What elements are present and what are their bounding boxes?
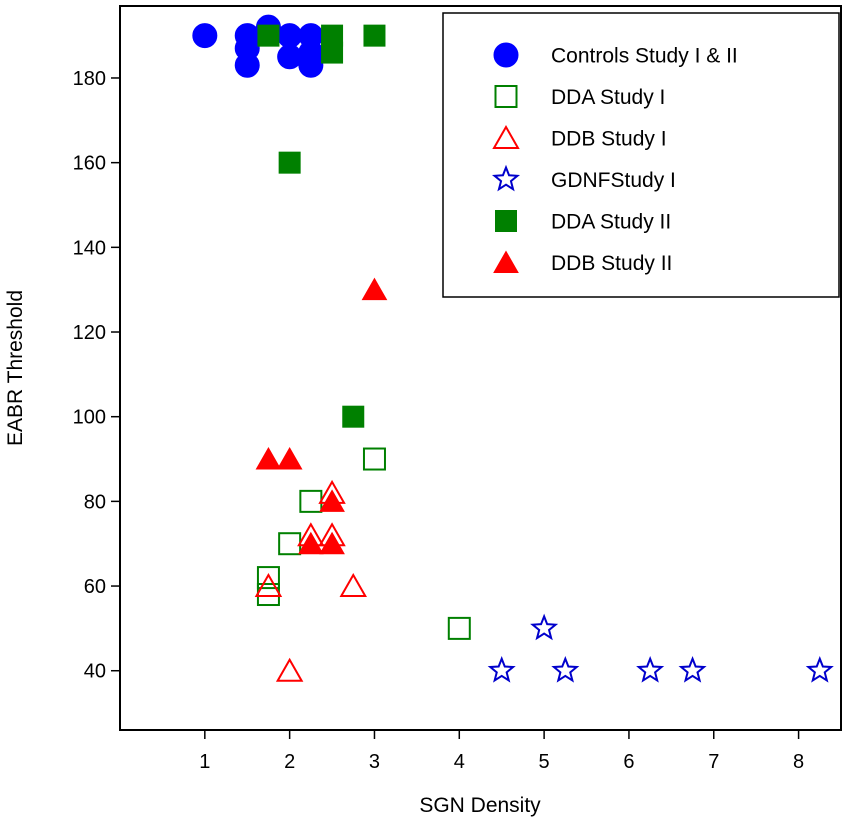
x-tick-label: 7 — [708, 751, 719, 773]
y-tick-label: 100 — [73, 407, 106, 429]
legend-label: DDB Study I — [551, 128, 667, 151]
legend-label: DDA Study I — [551, 86, 665, 109]
legend-label: Controls Study I & II — [551, 45, 738, 68]
data-point-square — [278, 532, 302, 556]
y-tick-label: 80 — [84, 491, 106, 513]
legend-label: GDNFStudy I — [551, 169, 676, 192]
data-point-square — [257, 24, 280, 47]
data-point-square — [278, 151, 301, 174]
x-tick-label: 4 — [454, 751, 465, 773]
data-point-circle — [234, 52, 260, 78]
axis-ticks: 1 2 3 4 5 6 7 8 40 60 80 100 120 140 160 180 — [73, 68, 805, 773]
data-points — [192, 14, 834, 683]
data-point-triangle — [276, 447, 303, 470]
data-point-square — [321, 41, 344, 64]
data-point-star — [636, 655, 665, 683]
data-point-triangle — [319, 489, 345, 512]
y-tick-label: 140 — [73, 237, 106, 259]
legend: Controls Study I & II DDA Study I DDB Stud… — [442, 12, 840, 298]
data-point-circle — [277, 44, 303, 70]
data-point-circle — [298, 52, 324, 78]
data-point-square — [362, 447, 386, 471]
legend-marker-triangle — [493, 250, 519, 273]
legend-marker-star — [491, 164, 521, 192]
y-tick-label: 160 — [73, 153, 106, 175]
y-tick-label: 120 — [73, 322, 106, 344]
data-point-triangle — [254, 573, 283, 598]
x-tick-label: 1 — [199, 751, 210, 773]
x-tick-label: 2 — [284, 751, 295, 773]
data-point-triangle — [339, 573, 367, 598]
data-point-triangle — [361, 277, 388, 301]
legend-marker-circle — [493, 42, 519, 68]
data-point-square — [256, 566, 280, 590]
legend-marker-triangle — [492, 124, 520, 149]
y-tick-label: 40 — [84, 661, 106, 683]
y-tick-label: 180 — [73, 68, 106, 90]
data-point-circle — [277, 23, 303, 49]
data-point-square — [342, 405, 365, 428]
legend-marker-square — [495, 210, 517, 232]
data-point-circle — [192, 23, 218, 49]
x-tick-label: 6 — [623, 751, 634, 773]
data-point-star — [530, 613, 559, 641]
x-tick-label: 8 — [793, 751, 804, 773]
data-point-triangle — [255, 447, 282, 470]
data-point-square — [299, 489, 323, 513]
data-point-triangle — [297, 531, 324, 555]
legend-label: DDB Study II — [551, 252, 672, 275]
data-point-triangle — [319, 531, 345, 555]
data-point-star — [678, 655, 707, 683]
data-point-star — [551, 655, 580, 683]
x-axis-label: SGN Density — [419, 794, 541, 817]
plot-frame — [119, 5, 842, 731]
x-tick-label: 3 — [369, 751, 380, 773]
y-tick-label: 60 — [84, 576, 106, 598]
data-point-star — [805, 655, 834, 683]
data-point-square — [363, 24, 386, 47]
legend-marker-square — [494, 85, 518, 108]
data-point-star — [487, 655, 516, 683]
x-tick-label: 5 — [539, 751, 550, 773]
legend-label: DDA Study II — [551, 211, 671, 234]
y-axis-label: EABR Threshold — [4, 290, 27, 446]
data-point-triangle — [275, 657, 304, 682]
data-point-square — [447, 616, 471, 640]
